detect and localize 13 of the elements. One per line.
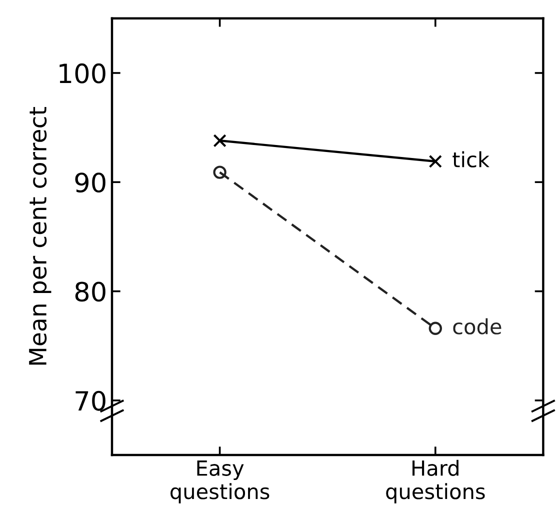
y-tick-label: 90 [75, 172, 106, 193]
point [213, 166, 226, 179]
x-tick-label: Hard questions [386, 460, 485, 504]
series-label: tick [452, 151, 490, 168]
y-tick-label: 80 [75, 282, 106, 302]
y-axis-title: Mean per cent correct [29, 107, 52, 365]
point [428, 322, 442, 335]
x-tick-label: Easy questions [170, 460, 270, 504]
series-label: code [453, 318, 502, 334]
y-tick-label: 70 [76, 390, 106, 411]
y-tick-label: 100 [60, 63, 106, 84]
point [213, 134, 226, 148]
point [428, 154, 442, 168]
